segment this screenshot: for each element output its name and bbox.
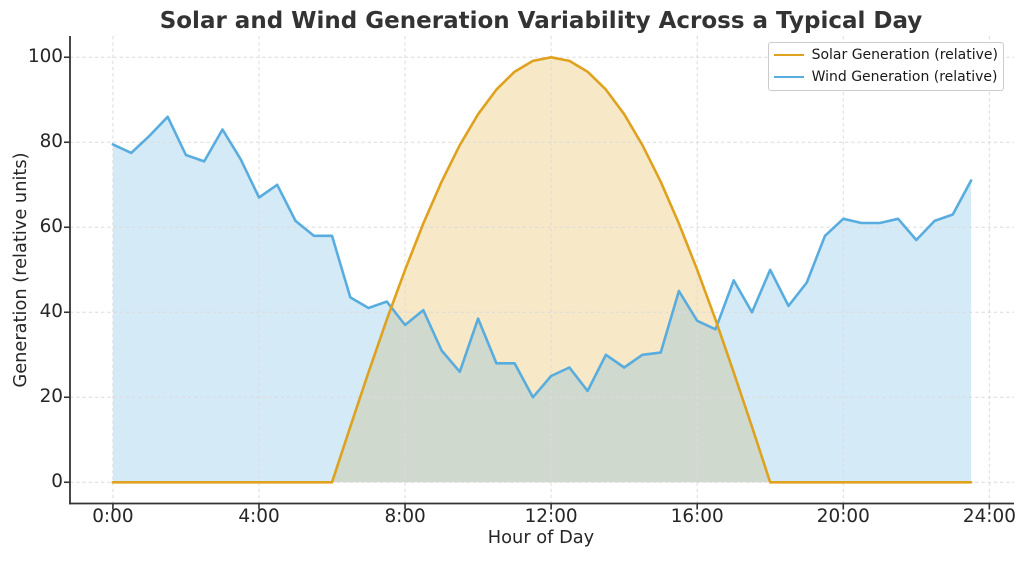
y-tick-label: 40	[39, 301, 63, 323]
y-tick-label: 80	[39, 131, 63, 153]
x-tick-label: 12:00	[524, 506, 578, 527]
y-tick-label: 60	[39, 216, 63, 238]
y-tick-label: 20	[39, 386, 63, 408]
x-axis-label: Hour of Day	[487, 527, 595, 548]
solar-line-swatch	[773, 54, 804, 56]
x-tick-label: 16:00	[670, 506, 724, 527]
legend: Solar Generation (relative) Wind Generat…	[767, 42, 1004, 91]
x-tick-label: 0:00	[92, 506, 134, 527]
chart-title: Solar and Wind Generation Variability Ac…	[159, 8, 923, 34]
solar-line	[111, 56, 973, 484]
y-tick-label: 0	[51, 471, 63, 493]
y-tick-label: 100	[27, 46, 63, 67]
y-axis-label: Generation (relative units)	[10, 152, 32, 388]
wind-line	[111, 115, 973, 399]
legend-label-wind: Wind Generation (relative)	[811, 69, 998, 85]
wind-line-swatch	[773, 76, 804, 78]
x-tick-label: 20:00	[816, 506, 870, 527]
wind-area	[112, 116, 972, 483]
x-tick-label: 8:00	[384, 506, 426, 527]
legend-label-solar: Solar Generation (relative)	[811, 47, 998, 63]
legend-item-wind: Wind Generation (relative)	[773, 68, 998, 86]
x-tick-label: 24:00	[962, 506, 1016, 527]
legend-item-solar: Solar Generation (relative)	[773, 46, 998, 64]
x-tick-label: 4:00	[238, 506, 280, 527]
solar-area	[112, 57, 972, 483]
